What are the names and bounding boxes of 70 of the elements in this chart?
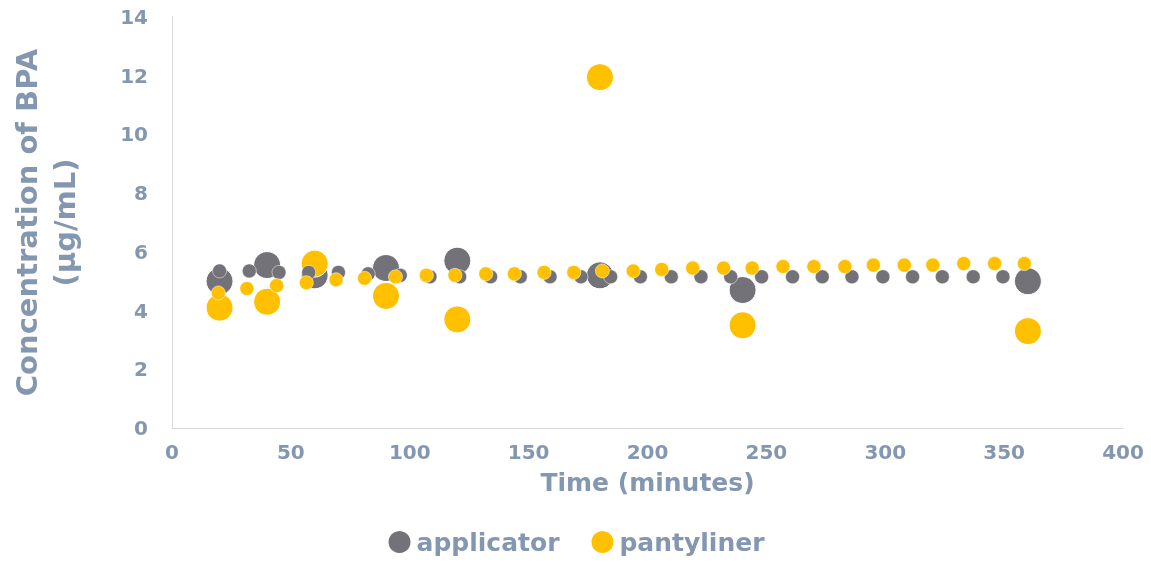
point [775,259,791,274]
x-tick-label: 350 [983,440,1025,464]
x-tick-label: 50 [276,440,305,464]
point [242,263,257,279]
point [754,269,769,285]
point [987,256,1002,271]
x-tick-label: 100 [388,440,431,464]
point [744,260,760,276]
point [211,285,226,301]
point [1017,256,1032,271]
point [693,269,709,285]
x-tick-label: 300 [864,440,907,464]
point [328,272,344,287]
x-tick-label: 400 [1102,440,1144,464]
point [585,63,614,92]
point [965,269,981,285]
point [372,281,400,310]
point [654,262,670,277]
point [269,278,284,293]
point [785,269,800,285]
point [447,268,463,283]
point [806,259,822,274]
point [935,269,950,285]
x-axis-title: Time (minutes) [540,468,755,497]
x-tick-label: 200 [626,440,669,464]
point [925,257,941,273]
y-tick-label: 8 [134,181,148,206]
point [837,259,853,274]
point [685,260,700,276]
point [271,265,287,280]
y-tick-label: 14 [120,5,148,29]
point [728,276,757,305]
y-tick-label: 12 [120,63,148,88]
point [905,269,920,285]
x-tick-label: 0 [165,440,179,464]
point [664,269,679,285]
y-tick-label: 6 [134,239,148,264]
point [212,263,227,279]
y-axis-title: Concentration of BPA (µg/mL) [10,48,82,397]
point [566,265,582,280]
y-tick-label: 2 [134,357,148,382]
point [716,260,731,276]
point [443,305,472,334]
x-tick-label: 250 [745,440,788,464]
point [299,275,314,290]
point [995,269,1011,285]
point [478,266,494,282]
point [1013,317,1042,346]
x-tick-label: 150 [507,440,550,464]
legend-label: applicator [416,527,561,557]
y-tick-label: 10 [120,122,148,147]
y-tick-label: 0 [134,416,148,440]
point [626,263,641,279]
point [253,287,282,316]
point [239,281,255,296]
point [815,269,830,285]
point [866,257,881,273]
point [1013,267,1042,296]
point [388,269,403,285]
point [536,265,552,280]
point [897,257,912,273]
point [875,269,891,285]
point [956,256,971,271]
point [844,269,860,285]
legend-label: pantyliner [619,527,766,557]
point [419,268,434,283]
y-tick-label: 4 [134,298,148,323]
point [357,271,372,286]
point [507,266,522,282]
point [728,311,757,340]
